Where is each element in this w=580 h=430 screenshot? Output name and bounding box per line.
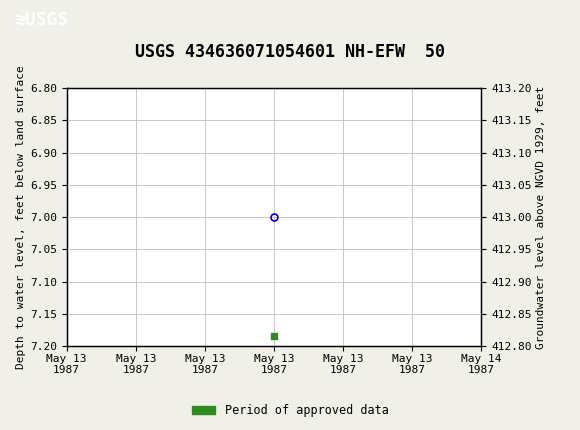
Text: USGS 434636071054601 NH-EFW  50: USGS 434636071054601 NH-EFW 50 bbox=[135, 43, 445, 61]
Legend: Period of approved data: Period of approved data bbox=[187, 399, 393, 422]
Y-axis label: Depth to water level, feet below land surface: Depth to water level, feet below land su… bbox=[16, 65, 26, 369]
Text: ≋USGS: ≋USGS bbox=[14, 12, 69, 29]
Y-axis label: Groundwater level above NGVD 1929, feet: Groundwater level above NGVD 1929, feet bbox=[536, 86, 546, 349]
